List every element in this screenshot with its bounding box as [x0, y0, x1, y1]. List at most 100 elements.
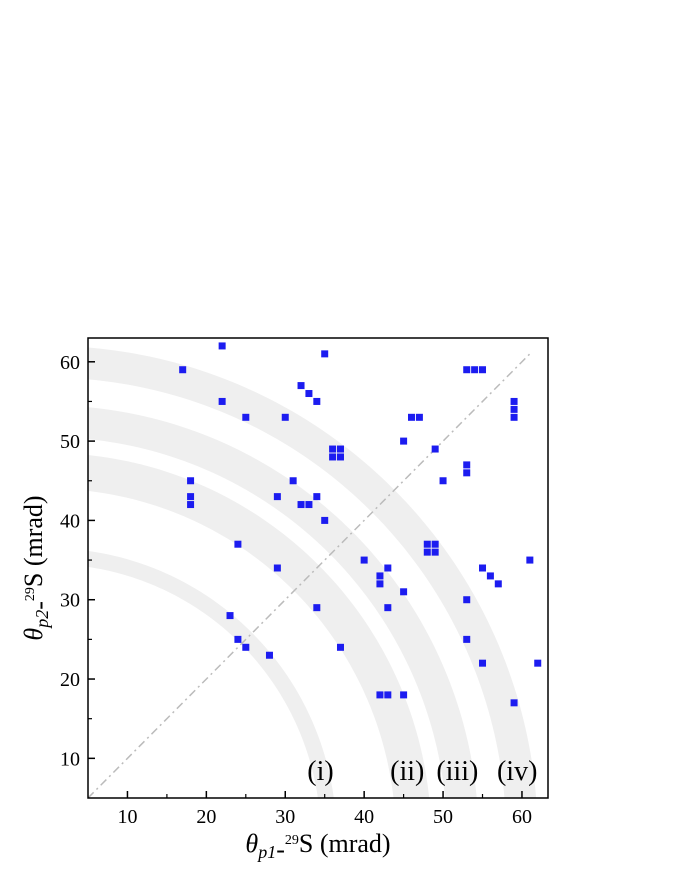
point [526, 556, 534, 564]
band [88, 347, 537, 798]
point [510, 699, 518, 707]
point [321, 516, 329, 524]
point [187, 493, 195, 501]
point [265, 651, 273, 659]
x-tick-label: 50 [433, 806, 453, 828]
point [273, 493, 281, 501]
y-tick-label: 40 [60, 510, 80, 532]
x-tick-label: 60 [512, 806, 532, 828]
point [407, 413, 415, 421]
x-tick-label: 30 [275, 806, 295, 828]
point [415, 413, 423, 421]
y-tick-label: 50 [60, 431, 80, 453]
point [479, 564, 487, 572]
point [376, 580, 384, 588]
y-axis-label: θp2-29S (mrad) [19, 495, 54, 640]
point [289, 477, 297, 485]
point [463, 596, 471, 604]
diagonal-line [87, 353, 531, 799]
point [234, 635, 242, 643]
point [439, 477, 447, 485]
point [384, 564, 392, 572]
point [463, 635, 471, 643]
point [187, 477, 195, 485]
x-label-sub: p1 [256, 842, 276, 862]
point [400, 691, 408, 699]
point [384, 604, 392, 612]
band [88, 550, 334, 798]
point [360, 556, 368, 564]
point [463, 469, 471, 477]
y-tick-label: 10 [60, 748, 80, 770]
point [321, 350, 329, 358]
point [510, 397, 518, 405]
point [218, 342, 226, 350]
point [431, 445, 439, 453]
band-label: (ii) [390, 756, 424, 787]
point [313, 397, 321, 405]
point [313, 604, 321, 612]
point [510, 405, 518, 413]
point [273, 564, 281, 572]
point [179, 366, 187, 374]
point [297, 382, 305, 390]
x-label-theta: θ [245, 829, 258, 858]
x-label-rest: S (mrad) [299, 829, 391, 858]
point [242, 643, 250, 651]
band-label: (iv) [497, 756, 537, 787]
point [329, 445, 337, 453]
point [376, 691, 384, 699]
y-label-rest: S (mrad) [19, 495, 48, 587]
point [510, 413, 518, 421]
y-label-dash: - [25, 601, 54, 610]
point [400, 588, 408, 596]
x-tick-label: 20 [196, 806, 216, 828]
point [234, 540, 242, 548]
band [88, 455, 430, 798]
point [281, 413, 289, 421]
point [479, 366, 487, 374]
y-axis-label-group: θp2-29S (mrad) [19, 495, 54, 640]
point [218, 397, 226, 405]
plot-layer: (i) (ii) (iii) (iv) 10 20 30 40 50 60 10 20 30 40 50 60 [60, 342, 542, 828]
band [88, 407, 477, 798]
point [463, 366, 471, 374]
x-label-dash: - [276, 835, 285, 864]
point [471, 366, 479, 374]
point [431, 548, 439, 556]
point [384, 691, 392, 699]
point [336, 643, 344, 651]
band-label: (i) [307, 756, 333, 787]
point [479, 659, 487, 667]
point [336, 453, 344, 461]
point [313, 493, 321, 501]
point [494, 580, 502, 588]
point [242, 413, 250, 421]
y-tick-label: 60 [60, 352, 80, 374]
x-tick-label: 40 [354, 806, 374, 828]
band-layer [88, 347, 537, 798]
point [463, 461, 471, 469]
band-label: (iii) [436, 756, 478, 787]
x-tick-label: 10 [117, 806, 137, 828]
point [400, 437, 408, 445]
plot-frame [87, 337, 549, 799]
point [226, 612, 234, 620]
point [305, 390, 313, 398]
y-tick-label: 20 [60, 669, 80, 691]
point [376, 572, 384, 580]
y-label-sup: 29 [23, 587, 38, 601]
point [336, 445, 344, 453]
point [534, 659, 542, 667]
point [431, 540, 439, 548]
x-label-sup: 29 [285, 833, 299, 848]
point [329, 453, 337, 461]
point [305, 501, 313, 509]
point [423, 548, 431, 556]
y-label-sub: p2 [32, 610, 52, 630]
y-tick-label: 30 [60, 590, 80, 612]
point [486, 572, 494, 580]
point [423, 540, 431, 548]
x-axis-label: θp1-29S (mrad) [245, 829, 390, 864]
